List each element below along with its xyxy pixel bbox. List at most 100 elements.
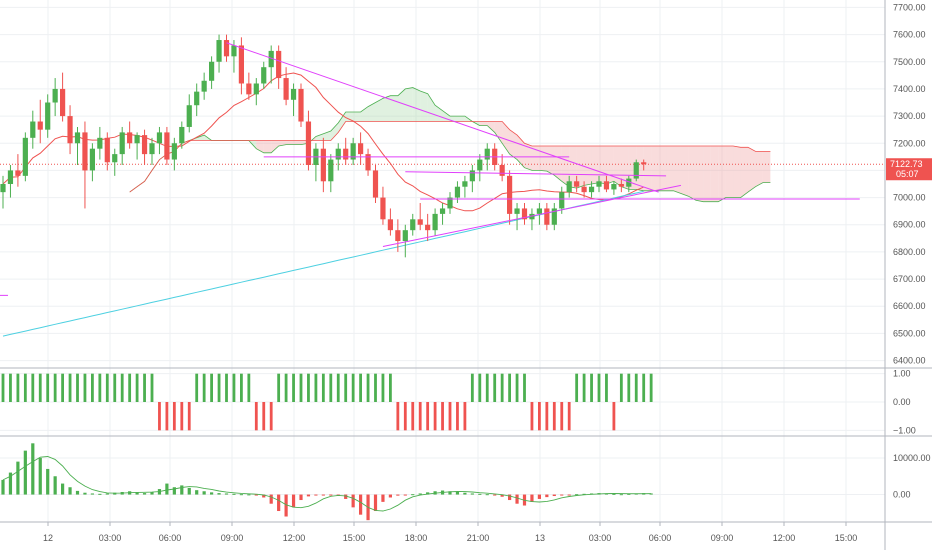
- histogram-bar: [172, 487, 176, 495]
- candle-body: [588, 186, 595, 193]
- oscillator-bar: [642, 373, 646, 402]
- oscillator-bar: [172, 402, 176, 431]
- cloud-segment: [673, 145, 681, 194]
- ichimoku-cloud: [129, 87, 771, 203]
- oscillator-bar: [433, 402, 437, 431]
- trend-oscillator-panel: [1, 373, 653, 431]
- histogram-bar: [98, 493, 102, 495]
- candle-body: [223, 40, 230, 57]
- candle-body: [544, 208, 550, 225]
- cloud-segment: [442, 110, 450, 122]
- candle-body: [559, 192, 565, 209]
- oscillator-bar: [396, 402, 400, 431]
- candle-body: [141, 135, 148, 155]
- candle-body: [641, 162, 647, 165]
- oscillator-bar: [105, 373, 109, 402]
- oscillator-bar: [500, 373, 504, 402]
- oscillator-bar: [299, 373, 303, 402]
- trendline-drawings[interactable]: [0, 42, 860, 296]
- oscillator-bar: [448, 402, 452, 431]
- candle-body: [298, 88, 304, 122]
- candle-body: [402, 230, 408, 242]
- histogram-bar: [396, 494, 400, 496]
- oscillator-bar: [478, 373, 482, 402]
- candle-body: [201, 80, 207, 92]
- oscillator-bar: [485, 373, 489, 402]
- last-price-label: 7122.73: [890, 159, 923, 169]
- candle-body: [268, 50, 274, 68]
- candle-body: [477, 159, 483, 171]
- time-tick-label: 09:00: [221, 533, 244, 543]
- cloud-segment: [584, 145, 592, 186]
- cloud-segment: [397, 88, 406, 122]
- time-tick-label: 12:00: [283, 533, 306, 543]
- histogram-bar: [135, 492, 139, 495]
- price-tick-label: 6400.00: [893, 356, 926, 366]
- histogram-bar: [575, 494, 579, 496]
- oscillator-bar: [120, 373, 124, 402]
- oscillator-bar: [597, 373, 601, 402]
- histogram-bar: [403, 494, 407, 496]
- cloud-segment: [457, 116, 465, 122]
- cloud-segment: [412, 87, 421, 122]
- histogram-bar: [239, 494, 243, 496]
- candle-body: [186, 105, 192, 127]
- oscillator-tick-label: −1.00: [893, 425, 916, 435]
- cloud-segment: [748, 147, 756, 193]
- oscillator-bar: [359, 373, 362, 402]
- oscillator-tick-label: 1.00: [893, 369, 911, 379]
- horizontal-level-line[interactable]: [405, 171, 667, 177]
- oscillator-bar: [523, 373, 526, 402]
- candle-body: [305, 121, 312, 165]
- histogram-bar: [582, 493, 586, 495]
- ascending-trendline[interactable]: [382, 184, 682, 247]
- candle-body: [581, 186, 587, 193]
- oscillator-bar: [240, 373, 243, 402]
- histogram-bar: [530, 494, 534, 502]
- candle-body: [447, 197, 453, 209]
- descending-trendline[interactable]: [226, 42, 659, 193]
- candle-body: [231, 45, 237, 57]
- oscillator-bar: [135, 373, 139, 402]
- oscillator-bar: [575, 373, 579, 402]
- cloud-segment: [330, 122, 339, 141]
- candle-body: [425, 224, 431, 231]
- cloud-segment: [666, 145, 674, 191]
- time-tick-label: 06:00: [649, 533, 672, 543]
- oscillator-bar: [187, 402, 191, 431]
- oscillator-bar: [545, 402, 549, 431]
- cloud-segment: [293, 140, 301, 145]
- oscillator-bar: [68, 373, 72, 402]
- histogram-bar: [105, 493, 109, 495]
- cloud-segment: [643, 145, 652, 191]
- candle-body: [253, 83, 259, 95]
- cloud-segment: [382, 95, 391, 122]
- oscillator-bar: [426, 402, 430, 431]
- oscillator-bar: [46, 373, 50, 402]
- candle-body: [551, 208, 557, 225]
- time-tick-label: 03:00: [589, 533, 612, 543]
- histogram-bar: [359, 494, 363, 515]
- candle-body: [536, 208, 542, 214]
- oscillator-bar: [76, 373, 79, 402]
- cloud-segment: [390, 95, 398, 122]
- histogram-bar: [314, 494, 318, 496]
- histogram-bar: [388, 494, 392, 498]
- oscillator-bar: [277, 373, 281, 402]
- oscillator-bar: [232, 373, 236, 402]
- candle-body: [194, 91, 200, 106]
- time-tick-label: 18:00: [405, 533, 428, 543]
- histogram-bar: [321, 494, 325, 496]
- oscillator-bar: [605, 373, 608, 402]
- price-tick-label: 7600.00: [893, 30, 926, 40]
- oscillator-bar: [441, 402, 444, 431]
- last-price-tag: 7122.73 05:07: [886, 158, 932, 181]
- candle-body: [134, 135, 140, 144]
- cloud-segment: [271, 140, 279, 153]
- cloud-segment: [554, 145, 562, 182]
- candle-body: [209, 61, 215, 81]
- oscillator-bar: [627, 373, 631, 402]
- oscillator-bar: [61, 373, 64, 402]
